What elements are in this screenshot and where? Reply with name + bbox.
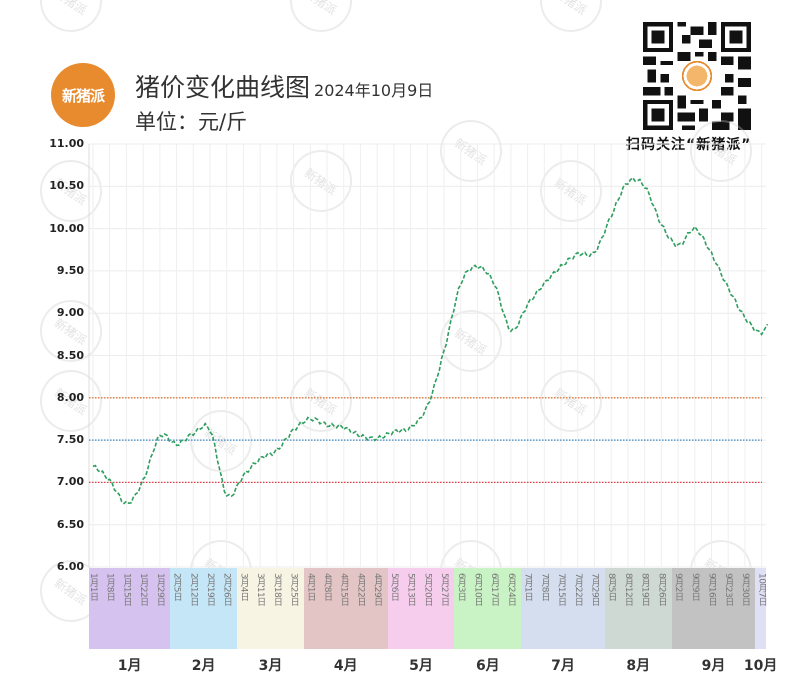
y-tick-label: 10.00 xyxy=(49,221,84,235)
week-label: 5月13日 xyxy=(405,573,416,606)
week-label: 3月18日 xyxy=(271,573,282,606)
y-tick-label: 8.00 xyxy=(56,390,84,404)
month-band xyxy=(89,568,171,649)
week-label: 9月16日 xyxy=(706,573,717,606)
month-label: 6月 xyxy=(475,658,500,674)
month-band xyxy=(170,568,238,649)
week-label: 1月15日 xyxy=(121,573,132,606)
month-label: 5月 xyxy=(409,658,433,674)
week-label: 2月26日 xyxy=(221,573,232,606)
y-tick-label: 9.00 xyxy=(56,306,84,320)
month-band xyxy=(237,568,304,649)
week-label: 9月2日 xyxy=(673,573,684,601)
week-label: 3月25日 xyxy=(288,573,299,606)
month-label: 9月 xyxy=(701,658,726,674)
y-tick-label: 9.50 xyxy=(56,263,84,277)
month-label: 1月 xyxy=(117,658,142,674)
title-text: 猪价变化曲线图 xyxy=(135,73,311,102)
month-band xyxy=(604,568,672,649)
week-label: 4月1日 xyxy=(305,573,316,601)
y-tick-label: 10.50 xyxy=(49,179,84,193)
week-label: 6月3日 xyxy=(455,573,466,601)
brand-logo: 新猪派 xyxy=(51,63,115,127)
week-label: 3月4日 xyxy=(238,573,249,601)
y-tick-label: 6.50 xyxy=(56,517,84,531)
month-label: 4月 xyxy=(333,658,358,674)
y-tick-label: 7.50 xyxy=(56,433,84,447)
chart-title: 猪价变化曲线图 2024年10月9日 xyxy=(135,68,433,104)
week-label: 5月6日 xyxy=(388,573,399,601)
week-label: 7月8日 xyxy=(539,573,550,601)
week-label: 7月15日 xyxy=(556,573,567,606)
month-label: 10月 xyxy=(743,658,778,674)
week-label: 2月5日 xyxy=(171,573,182,601)
month-band xyxy=(671,568,756,649)
week-label: 8月5日 xyxy=(606,573,617,601)
week-label: 1月1日 xyxy=(88,573,98,601)
month-label: 2月 xyxy=(191,658,216,674)
y-tick-label: 8.50 xyxy=(56,348,84,362)
week-label: 9月9日 xyxy=(689,573,700,601)
month-band xyxy=(387,568,455,649)
week-label: 7月22日 xyxy=(572,573,583,606)
week-label: 4月15日 xyxy=(338,573,349,606)
week-label: 5月20日 xyxy=(422,573,433,606)
week-label: 1月22日 xyxy=(138,573,149,606)
week-label: 1月29日 xyxy=(154,573,165,606)
week-label: 4月8日 xyxy=(322,573,333,601)
week-label: 8月19日 xyxy=(639,573,650,606)
week-label: 8月12日 xyxy=(622,573,633,606)
month-band xyxy=(454,568,522,649)
week-label: 6月10日 xyxy=(472,573,483,606)
week-label: 9月30日 xyxy=(739,573,750,606)
week-label: 5月27日 xyxy=(439,573,450,606)
month-band xyxy=(303,568,388,649)
week-label: 4月29日 xyxy=(372,573,383,606)
month-label: 8月 xyxy=(626,658,651,674)
qr-code-icon xyxy=(643,22,751,130)
week-label: 2月12日 xyxy=(188,573,199,606)
month-label: 7月 xyxy=(551,658,575,674)
unit-label: 单位：元/斤 xyxy=(135,110,248,134)
chart-date: 2024年10月9日 xyxy=(314,81,434,100)
week-label: 7月1日 xyxy=(522,573,533,601)
week-label: 6月17日 xyxy=(489,573,500,606)
qr-caption: 扫码关注“新猪派” xyxy=(626,137,752,153)
y-tick-label: 6.00 xyxy=(56,560,84,573)
logo-text: 新猪派 xyxy=(61,86,105,105)
week-label: 7月29日 xyxy=(589,573,600,606)
y-tick-label: 11.00 xyxy=(49,137,84,150)
week-label: 2月19日 xyxy=(205,573,215,606)
week-label: 1月8日 xyxy=(104,573,115,601)
week-label: 10月7日 xyxy=(756,573,767,606)
month-band xyxy=(755,568,766,649)
price-line xyxy=(92,176,769,505)
week-label: 4月22日 xyxy=(355,573,366,606)
month-label: 3月 xyxy=(258,658,283,674)
week-label: 6月24日 xyxy=(505,573,516,606)
week-label: 8月26日 xyxy=(656,573,667,606)
y-tick-label: 7.00 xyxy=(56,475,84,489)
week-label: 9月23日 xyxy=(723,573,734,606)
month-band xyxy=(521,568,605,649)
week-label: 3月11日 xyxy=(255,573,266,606)
